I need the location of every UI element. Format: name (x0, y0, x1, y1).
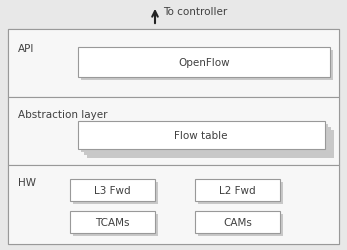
Text: Abstraction layer: Abstraction layer (18, 110, 108, 120)
Bar (70, 179, 155, 201)
Bar (198, 214, 283, 236)
Bar (195, 211, 280, 233)
Bar (87, 130, 334, 158)
Bar (84, 128, 331, 156)
Text: Flow table: Flow table (174, 130, 228, 140)
Bar (198, 182, 283, 204)
Bar (81, 124, 328, 152)
Text: HW: HW (18, 177, 36, 187)
Text: CAMs: CAMs (223, 217, 252, 227)
Bar (78, 122, 325, 150)
Text: API: API (18, 44, 34, 54)
Text: TCAMs: TCAMs (95, 217, 130, 227)
Text: OpenFlow: OpenFlow (178, 58, 230, 68)
Bar (195, 179, 280, 201)
Text: L2 Fwd: L2 Fwd (219, 185, 256, 195)
Bar (8, 98, 339, 165)
Text: To controller: To controller (163, 7, 227, 17)
Bar (73, 182, 158, 204)
Bar (78, 48, 330, 78)
Bar (81, 51, 333, 81)
Bar (70, 211, 155, 233)
Bar (8, 165, 339, 244)
Bar (8, 30, 339, 244)
Bar (73, 214, 158, 236)
Text: L3 Fwd: L3 Fwd (94, 185, 131, 195)
Bar (8, 30, 339, 98)
